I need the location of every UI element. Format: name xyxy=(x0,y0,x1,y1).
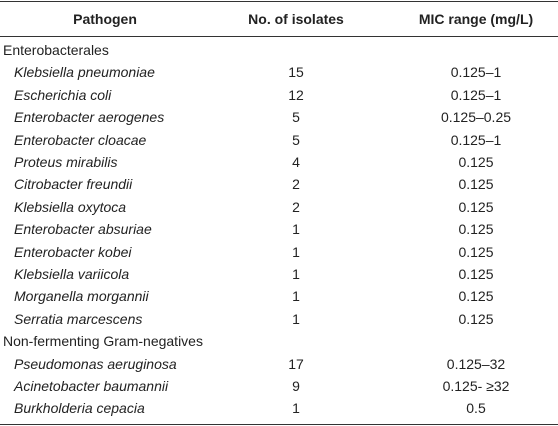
pathogen-name: Enterobacter kobei xyxy=(14,243,132,260)
pathogen-name: Klebsiella oxytoca xyxy=(14,198,127,215)
isolate-count: 15 xyxy=(288,64,304,81)
isolate-count: 2 xyxy=(292,198,300,215)
isolate-count: 1 xyxy=(292,221,300,238)
mic-range: 0.125 xyxy=(458,221,494,238)
isolate-count: 2 xyxy=(292,176,300,193)
pathogen-name: Morganella morgannii xyxy=(14,288,149,305)
pathogen-name: Proteus mirabilis xyxy=(14,154,118,170)
isolate-count: 1 xyxy=(292,266,300,282)
top-rule xyxy=(0,1,558,2)
pathogen-name: Burkholderia cepacia xyxy=(14,400,145,417)
mic-range: 0.125 xyxy=(458,243,494,260)
isolate-count: 1 xyxy=(292,310,300,327)
bottom-rule xyxy=(0,424,558,425)
group-label: Non-fermenting Gram-negatives xyxy=(3,333,203,350)
isolate-count: 1 xyxy=(292,243,300,260)
pathogen-name: Enterobacter absuriae xyxy=(14,221,152,238)
mic-range: 0.125–1 xyxy=(450,64,502,81)
isolate-count: 1 xyxy=(292,288,300,305)
pathogen-name: Pseudomonas aeruginosa xyxy=(14,355,177,372)
header-cell: MIC range (mg/L) xyxy=(418,11,534,27)
mic-range: 0.125 xyxy=(458,288,494,305)
header-cell: No. of isolates xyxy=(248,11,344,27)
header-cell: Pathogen xyxy=(73,11,137,27)
mic-range: 0.125 xyxy=(458,154,494,170)
mic-range: 0.125–1 xyxy=(450,131,502,148)
pathogen-name: Enterobacter cloacae xyxy=(14,131,147,148)
mic-range: 0.125–1 xyxy=(450,86,502,103)
group-label: Enterobacterales xyxy=(3,42,109,58)
pathogen-name: Klebsiella variicola xyxy=(14,266,130,282)
pathogen-name: Citrobacter freundii xyxy=(14,176,133,193)
isolate-count: 9 xyxy=(292,378,300,394)
pathogen-name: Acinetobacter baumannii xyxy=(14,378,169,394)
isolate-count: 4 xyxy=(292,154,300,170)
pathogen-name: Enterobacter aerogenes xyxy=(14,109,165,126)
mic-range: 0.5 xyxy=(466,400,486,417)
pathogen-name: Escherichia coli xyxy=(14,86,112,103)
pathogen-name: Klebsiella pneumoniae xyxy=(14,64,155,81)
mic-range: 0.125 xyxy=(458,176,494,193)
mic-range: 0.125 xyxy=(458,198,494,215)
mic-range: 0.125 xyxy=(458,266,494,282)
mic-range: 0.125–0.25 xyxy=(440,109,512,126)
mic-range: 0.125 xyxy=(458,310,494,327)
isolate-count: 5 xyxy=(292,109,300,126)
header-rule xyxy=(0,36,558,37)
isolate-count: 5 xyxy=(292,131,300,148)
isolate-count: 17 xyxy=(288,355,304,372)
isolate-count: 12 xyxy=(288,86,304,103)
isolate-count: 1 xyxy=(292,400,300,417)
mic-range: 0.125- ≥32 xyxy=(442,378,510,394)
pathogen-name: Serratia marcescens xyxy=(14,310,143,327)
mic-range: 0.125–32 xyxy=(446,355,506,372)
